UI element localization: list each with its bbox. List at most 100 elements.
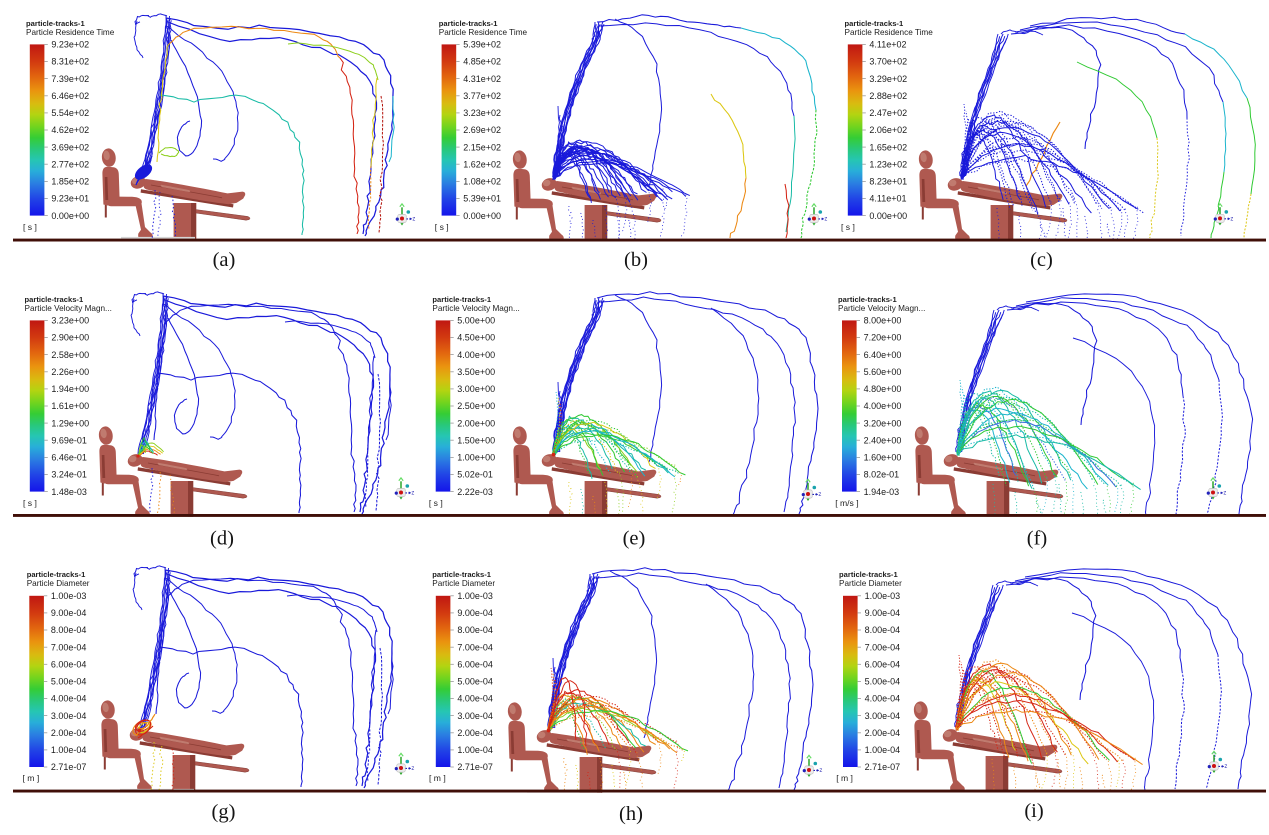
svg-text:1.00e-03: 1.00e-03 xyxy=(865,591,901,601)
svg-text:(b): (b) xyxy=(624,249,648,271)
svg-text:particle-tracks-1: particle-tracks-1 xyxy=(439,19,498,28)
svg-text:2.88e+02: 2.88e+02 xyxy=(869,91,907,101)
svg-text:1.94e-03: 1.94e-03 xyxy=(864,487,900,497)
svg-text:6.46e-01: 6.46e-01 xyxy=(51,453,87,463)
svg-text:[ m ]: [ m ] xyxy=(836,773,853,783)
svg-text:3.70e+02: 3.70e+02 xyxy=(869,57,907,67)
svg-text:2.69e+02: 2.69e+02 xyxy=(463,125,501,135)
svg-text:8.02e-01: 8.02e-01 xyxy=(864,470,900,480)
svg-text:5.00e-04: 5.00e-04 xyxy=(865,677,901,687)
svg-text:9.23e+01: 9.23e+01 xyxy=(51,194,89,204)
svg-text:2.26e+00: 2.26e+00 xyxy=(51,367,89,377)
svg-text:(e): (e) xyxy=(623,528,646,550)
svg-text:0.00e+00: 0.00e+00 xyxy=(51,211,89,221)
svg-text:5.39e+02: 5.39e+02 xyxy=(463,40,501,50)
svg-text:[ s ]: [ s ] xyxy=(435,222,449,232)
svg-text:3.50e+00: 3.50e+00 xyxy=(457,367,495,377)
svg-text:5.02e-01: 5.02e-01 xyxy=(457,470,493,480)
svg-text:4.62e+02: 4.62e+02 xyxy=(51,125,89,135)
svg-text:Particle Velocity Magn...: Particle Velocity Magn... xyxy=(838,304,925,313)
svg-text:(d): (d) xyxy=(210,528,234,550)
svg-text:z: z xyxy=(819,768,822,774)
svg-text:1.85e+02: 1.85e+02 xyxy=(51,177,89,187)
svg-text:6.00e-04: 6.00e-04 xyxy=(457,660,493,670)
svg-text:4.80e+00: 4.80e+00 xyxy=(864,384,902,394)
svg-text:2.90e+00: 2.90e+00 xyxy=(51,333,89,343)
svg-text:3.00e+00: 3.00e+00 xyxy=(457,384,495,394)
svg-text:[ m ]: [ m ] xyxy=(429,773,446,783)
svg-text:1.00e-03: 1.00e-03 xyxy=(51,591,87,601)
svg-text:4.00e-04: 4.00e-04 xyxy=(865,694,901,704)
svg-text:5.60e+00: 5.60e+00 xyxy=(864,367,902,377)
svg-text:z: z xyxy=(1223,491,1226,497)
svg-text:Particle Diameter: Particle Diameter xyxy=(27,579,90,588)
svg-text:Particle Velocity Magn...: Particle Velocity Magn... xyxy=(25,304,112,313)
svg-text:[ m/s ]: [ m/s ] xyxy=(835,498,858,508)
svg-text:3.29e+02: 3.29e+02 xyxy=(869,74,907,84)
svg-text:z: z xyxy=(818,492,821,498)
svg-text:(c): (c) xyxy=(1030,249,1053,271)
svg-text:0.00e+00: 0.00e+00 xyxy=(463,211,501,221)
svg-text:(h): (h) xyxy=(619,803,643,825)
svg-text:[ s ]: [ s ] xyxy=(429,498,443,508)
svg-text:3.23e+02: 3.23e+02 xyxy=(463,108,501,118)
svg-text:1.00e+00: 1.00e+00 xyxy=(457,453,495,463)
svg-text:particle-tracks-1: particle-tracks-1 xyxy=(27,570,86,579)
svg-text:2.71e-07: 2.71e-07 xyxy=(865,762,901,772)
svg-text:1.65e+02: 1.65e+02 xyxy=(869,142,907,152)
svg-text:1.62e+02: 1.62e+02 xyxy=(463,159,501,169)
svg-text:0.00e+00: 0.00e+00 xyxy=(869,211,907,221)
svg-text:1.48e-03: 1.48e-03 xyxy=(51,487,87,497)
svg-text:particle-tracks-1: particle-tracks-1 xyxy=(26,19,85,28)
svg-text:[ s ]: [ s ] xyxy=(841,222,855,232)
svg-text:3.00e-04: 3.00e-04 xyxy=(865,711,901,721)
svg-text:z: z xyxy=(1230,217,1233,223)
svg-text:7.39e+02: 7.39e+02 xyxy=(51,74,89,84)
svg-text:1.61e+00: 1.61e+00 xyxy=(51,401,89,411)
svg-text:1.00e-04: 1.00e-04 xyxy=(457,745,493,755)
svg-text:8.00e+00: 8.00e+00 xyxy=(864,316,902,326)
svg-text:4.00e-04: 4.00e-04 xyxy=(51,694,87,704)
svg-text:2.71e-07: 2.71e-07 xyxy=(51,762,87,772)
svg-text:4.00e+00: 4.00e+00 xyxy=(457,350,495,360)
svg-text:1.00e-03: 1.00e-03 xyxy=(457,591,493,601)
svg-text:2.40e+00: 2.40e+00 xyxy=(864,435,902,445)
svg-text:1.29e+00: 1.29e+00 xyxy=(51,418,89,428)
svg-text:6.00e-04: 6.00e-04 xyxy=(865,660,901,670)
svg-text:5.54e+02: 5.54e+02 xyxy=(51,108,89,118)
svg-text:2.00e-04: 2.00e-04 xyxy=(865,728,901,738)
svg-text:[ m ]: [ m ] xyxy=(23,773,40,783)
svg-text:5.39e+01: 5.39e+01 xyxy=(463,194,501,204)
svg-text:4.11e+01: 4.11e+01 xyxy=(869,194,906,204)
svg-text:1.50e+00: 1.50e+00 xyxy=(457,435,495,445)
svg-text:5.00e-04: 5.00e-04 xyxy=(457,677,493,687)
svg-text:9.00e-04: 9.00e-04 xyxy=(51,608,87,618)
svg-text:2.77e+02: 2.77e+02 xyxy=(51,159,89,169)
svg-text:particle-tracks-1: particle-tracks-1 xyxy=(432,295,491,304)
svg-text:(g): (g) xyxy=(212,801,236,823)
svg-text:[ s ]: [ s ] xyxy=(23,222,37,232)
svg-text:Particle Diameter: Particle Diameter xyxy=(839,579,902,588)
svg-text:2.58e+00: 2.58e+00 xyxy=(51,350,89,360)
svg-text:2.22e-03: 2.22e-03 xyxy=(457,487,493,497)
svg-text:3.23e+00: 3.23e+00 xyxy=(51,316,89,326)
svg-text:particle-tracks-1: particle-tracks-1 xyxy=(839,570,898,579)
svg-text:8.00e-04: 8.00e-04 xyxy=(865,625,901,635)
svg-text:1.08e+02: 1.08e+02 xyxy=(463,177,501,187)
svg-text:9.00e-04: 9.00e-04 xyxy=(457,608,493,618)
svg-text:z: z xyxy=(824,217,827,223)
svg-text:4.00e-04: 4.00e-04 xyxy=(457,694,493,704)
svg-text:(i): (i) xyxy=(1024,800,1043,822)
svg-text:z: z xyxy=(411,491,414,497)
svg-text:3.20e+00: 3.20e+00 xyxy=(864,418,902,428)
svg-text:2.15e+02: 2.15e+02 xyxy=(463,142,501,152)
svg-text:8.00e-04: 8.00e-04 xyxy=(457,625,493,635)
svg-text:8.31e+02: 8.31e+02 xyxy=(51,57,89,67)
svg-text:2.50e+00: 2.50e+00 xyxy=(457,401,495,411)
svg-text:9.69e-01: 9.69e-01 xyxy=(51,435,87,445)
svg-text:4.50e+00: 4.50e+00 xyxy=(457,333,495,343)
svg-text:8.23e+01: 8.23e+01 xyxy=(869,177,907,187)
svg-text:4.11e+02: 4.11e+02 xyxy=(869,40,906,50)
svg-text:7.00e-04: 7.00e-04 xyxy=(865,642,901,652)
svg-text:4.00e+00: 4.00e+00 xyxy=(864,401,902,411)
